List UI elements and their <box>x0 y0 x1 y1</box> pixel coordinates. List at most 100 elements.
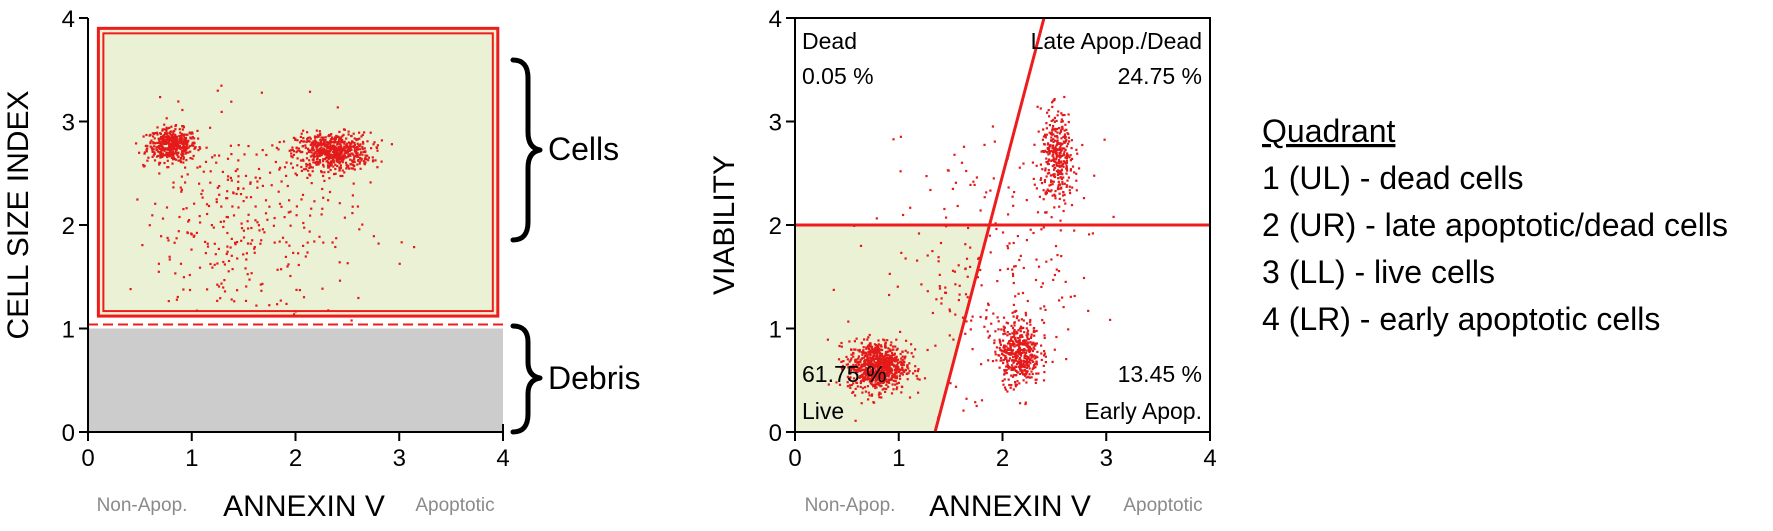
scatter-point <box>1018 353 1022 356</box>
scatter-point <box>1019 361 1022 364</box>
scatter-point <box>1019 402 1022 405</box>
scatter-point <box>890 372 893 375</box>
scatter-point <box>161 139 164 142</box>
scatter-point <box>142 163 145 167</box>
scatter-point <box>376 166 379 169</box>
scatter-point <box>356 205 359 208</box>
scatter-point <box>951 187 954 190</box>
scatter-point <box>205 146 208 149</box>
scatter-point <box>1030 348 1033 351</box>
scatter-point <box>157 270 160 273</box>
scatter-point <box>369 181 372 184</box>
scatter-point <box>1050 216 1053 219</box>
scatter-point <box>1019 357 1022 360</box>
scatter-point <box>195 309 198 312</box>
scatter-point <box>1109 318 1112 321</box>
scatter-point <box>300 198 303 201</box>
scatter-point <box>1026 343 1029 346</box>
y-tick-label: 4 <box>62 6 75 33</box>
scatter-point <box>899 330 902 333</box>
scatter-point <box>902 364 905 367</box>
scatter-point <box>1033 347 1036 351</box>
scatter-point <box>840 341 843 345</box>
scatter-point <box>1065 185 1068 188</box>
scatter-point <box>978 256 981 259</box>
scatter-point <box>353 158 356 161</box>
scatter-point <box>174 144 177 147</box>
scatter-point <box>1027 341 1030 344</box>
scatter-point <box>335 237 338 240</box>
scatter-point <box>311 145 314 148</box>
scatter-point <box>885 369 888 372</box>
scatter-point <box>1020 334 1023 337</box>
scatter-point <box>846 363 850 366</box>
scatter-point <box>875 361 878 365</box>
viability-x-axis-left-note: Non-Apop. <box>805 495 896 516</box>
scatter-point <box>1059 156 1062 159</box>
scatter-point <box>1010 374 1013 377</box>
scatter-point <box>326 147 329 150</box>
scatter-point <box>1005 321 1008 324</box>
scatter-point <box>176 295 179 299</box>
scatter-point <box>1021 291 1025 295</box>
scatter-point <box>170 153 173 156</box>
scatter-point <box>160 235 163 238</box>
scatter-point <box>877 347 880 350</box>
scatter-point <box>879 344 883 347</box>
scatter-point <box>970 319 973 322</box>
scatter-point <box>239 193 243 196</box>
scatter-point <box>300 169 303 172</box>
scatter-point <box>237 144 240 147</box>
scatter-point <box>1035 258 1038 261</box>
scatter-point <box>323 179 326 182</box>
scatter-point <box>1020 327 1023 330</box>
y-tick-label: 4 <box>769 6 782 33</box>
scatter-point <box>1070 204 1074 207</box>
scatter-point <box>173 138 176 141</box>
scatter-point <box>885 383 888 386</box>
scatter-point <box>850 383 853 387</box>
scatter-point <box>1002 354 1005 357</box>
scatter-point <box>965 320 968 323</box>
scatter-point <box>889 357 892 360</box>
scatter-point <box>285 241 288 244</box>
scatter-point <box>366 140 369 143</box>
scatter-point <box>1044 355 1047 358</box>
scatter-point <box>178 138 181 141</box>
scatter-point <box>1015 317 1018 320</box>
scatter-point <box>350 167 353 170</box>
scatter-point <box>346 262 349 265</box>
scatter-point <box>249 242 252 245</box>
scatter-point <box>328 162 332 165</box>
scatter-point <box>263 231 266 234</box>
scatter-point <box>881 366 884 369</box>
scatter-point <box>343 171 346 174</box>
scatter-point <box>211 266 214 269</box>
scatter-point <box>859 244 863 247</box>
scatter-point <box>1002 328 1005 331</box>
scatter-point <box>867 360 870 363</box>
scatter-point <box>882 381 885 384</box>
scatter-point <box>296 139 299 142</box>
scatter-point <box>850 367 854 370</box>
scatter-point <box>179 134 182 137</box>
scatter-point <box>895 388 898 391</box>
scatter-point <box>159 156 162 159</box>
scatter-point <box>308 140 311 143</box>
scatter-point <box>373 141 376 144</box>
scatter-point <box>245 258 248 261</box>
scatter-point <box>340 147 343 151</box>
scatter-point <box>1055 119 1058 122</box>
scatter-point <box>1025 354 1028 358</box>
scatter-point <box>307 149 310 152</box>
scatter-point <box>1029 336 1032 339</box>
scatter-point <box>333 153 336 156</box>
scatter-point <box>249 181 252 184</box>
scatter-point <box>324 139 327 142</box>
scatter-point <box>333 148 336 151</box>
scatter-point <box>276 268 279 271</box>
scatter-point <box>319 132 322 135</box>
scatter-point <box>954 283 957 286</box>
scatter-point <box>984 317 988 320</box>
scatter-point <box>896 366 899 369</box>
